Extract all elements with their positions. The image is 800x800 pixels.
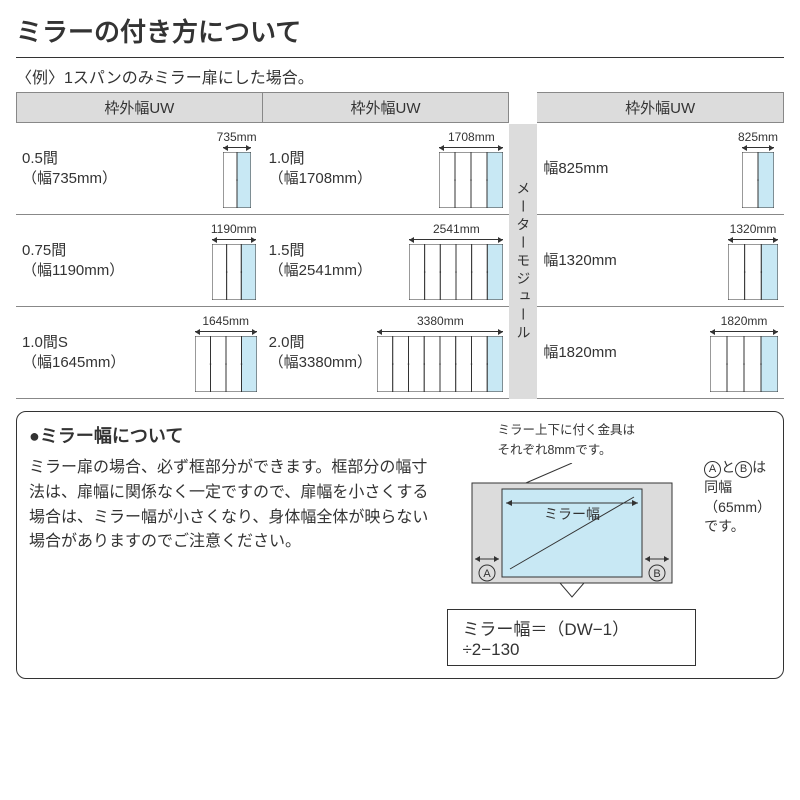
dimension-label: 1190mm [211,222,257,236]
size-sublabel: （幅1708mm） [269,169,432,189]
spec-row: 0.5間（幅735mm） 735mm [16,123,263,215]
size-sublabel: （幅735mm） [22,169,209,189]
size-sublabel: （幅3380mm） [269,353,370,373]
column-header: 枠外幅UW [537,92,784,123]
dimension-label: 1645mm [202,314,249,328]
spec-row: 1.0間S（幅1645mm） 1645mm [16,307,263,399]
dimension-arrow [223,145,251,151]
dimension-arrow [212,237,256,243]
mirror-caption-2: それぞれ8mmです。 [497,442,635,458]
size-label: 幅1820mm [543,343,702,363]
size-sublabel: （幅2541mm） [269,261,402,281]
spec-row: 幅1820mm 1820mm [537,307,784,399]
label-b-icon: B [735,461,752,478]
formula: ミラー幅＝（DW−1）÷2−130 [447,609,696,666]
spec-row: 1.5間（幅2541mm） 2541mm [263,215,510,307]
info-body: ミラー扉の場合、必ず框部分ができます。框部分の幅寸法は、扉幅に関係なく一定ですの… [29,456,433,555]
spec-row: 幅1320mm 1320mm [537,215,784,307]
size-label: 2.0間 [269,333,370,353]
mirror-caption-1: ミラー上下に付く金具は [497,422,635,438]
svg-text:A: A [483,568,491,580]
dimension-label: 1820mm [721,314,768,328]
size-label: 幅825mm [543,159,730,179]
svg-text:ミラー幅: ミラー幅 [544,506,600,522]
dimension-label: 1708mm [448,130,495,144]
column-header: 枠外幅UW [16,92,263,123]
dimension-arrow [728,237,778,243]
dimension-label: 1320mm [730,222,777,236]
dimension-arrow [409,237,503,243]
size-sublabel: （幅1190mm） [22,261,203,281]
dimension-arrow [195,329,257,335]
info-heading: ●ミラー幅について [29,422,433,448]
info-box: ●ミラー幅について ミラー扉の場合、必ず框部分ができます。框部分の幅寸法は、扉幅… [16,411,784,679]
svg-text:B: B [653,568,660,580]
size-label: 1.5間 [269,241,402,261]
page-title: ミラーの付き方について [16,12,784,49]
size-label: 0.5間 [22,149,209,169]
spec-row: 1.0間（幅1708mm） 1708mm [263,123,510,215]
size-label: 1.0間 [269,149,432,169]
mirror-diagram: ミラー幅 A B [462,463,682,603]
size-label: 1.0間S [22,333,187,353]
dimension-label: 825mm [738,130,778,144]
spec-row: 0.75間（幅1190mm） 1190mm [16,215,263,307]
size-label: 幅1320mm [543,251,720,271]
subtitle: 〈例〉1スパンのみミラー扉にした場合。 [16,64,784,88]
spec-grid: 枠外幅UW 0.5間（幅735mm） 735mm 0.75間（幅1190mm） 1190… [16,92,784,399]
dimension-arrow [377,329,503,335]
meter-module-label: メーターモジュール [509,124,537,399]
spec-row: 幅825mm 825mm [537,123,784,215]
dimension-label: 735mm [217,130,257,144]
spec-row: 2.0間（幅3380mm） 3380mm [263,307,510,399]
info-side-note: AとBは 同幅 （65mm） です。 [704,422,771,537]
column-header: 枠外幅UW [263,92,510,123]
size-sublabel: （幅1645mm） [22,353,187,373]
divider [16,57,784,58]
dimension-arrow [710,329,778,335]
dimension-arrow [439,145,503,151]
dimension-arrow [742,145,774,151]
dimension-label: 2541mm [433,222,480,236]
dimension-label: 3380mm [417,314,464,328]
label-a-icon: A [704,461,721,478]
size-label: 0.75間 [22,241,203,261]
